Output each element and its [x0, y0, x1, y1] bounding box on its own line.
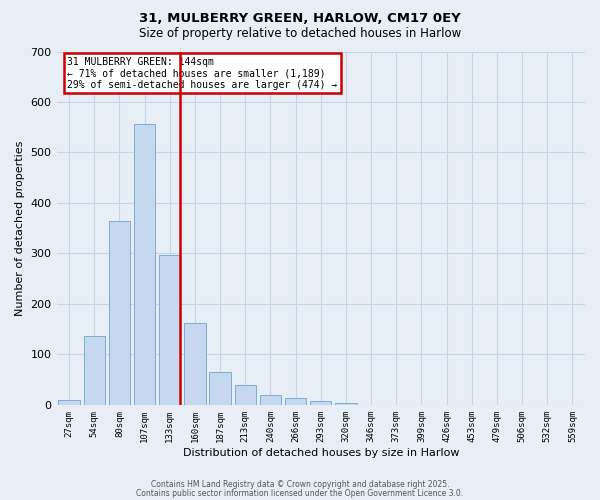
Bar [235, 384, 256, 405]
X-axis label: Distribution of detached houses by size in Harlow: Distribution of detached houses by size … [182, 448, 459, 458]
Text: 31, MULBERRY GREEN, HARLOW, CM17 0EY: 31, MULBERRY GREEN, HARLOW, CM17 0EY [139, 12, 461, 26]
Text: 31 MULBERRY GREEN: 144sqm
← 71% of detached houses are smaller (1,189)
29% of se: 31 MULBERRY GREEN: 144sqm ← 71% of detac… [67, 57, 337, 90]
Bar [83, 336, 105, 405]
Bar [285, 398, 307, 405]
Text: Contains public sector information licensed under the Open Government Licence 3.: Contains public sector information licen… [136, 488, 464, 498]
Y-axis label: Number of detached properties: Number of detached properties [15, 140, 25, 316]
Bar [159, 256, 181, 405]
Bar [260, 394, 281, 405]
Bar [109, 220, 130, 405]
Bar [335, 404, 356, 405]
Bar [209, 372, 231, 405]
Text: Size of property relative to detached houses in Harlow: Size of property relative to detached ho… [139, 28, 461, 40]
Bar [58, 400, 80, 405]
Bar [134, 124, 155, 405]
Bar [184, 322, 206, 405]
Bar [310, 401, 331, 405]
Text: Contains HM Land Registry data © Crown copyright and database right 2025.: Contains HM Land Registry data © Crown c… [151, 480, 449, 489]
